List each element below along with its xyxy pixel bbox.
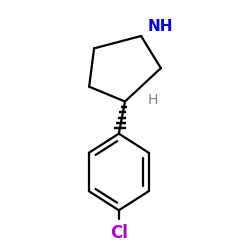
Text: H: H (147, 93, 158, 107)
Text: NH: NH (148, 18, 174, 34)
Text: Cl: Cl (110, 224, 128, 242)
